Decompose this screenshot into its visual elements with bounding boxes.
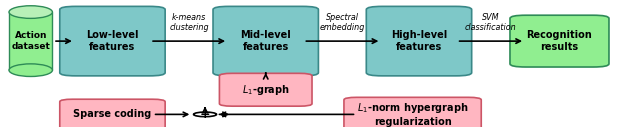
Text: k-means
clustering: k-means clustering [169, 13, 209, 32]
Text: Action
dataset: Action dataset [12, 31, 50, 51]
Text: SVM
classification: SVM classification [465, 13, 516, 32]
Circle shape [193, 112, 216, 117]
Text: Recognition
results: Recognition results [527, 30, 593, 52]
Text: +: + [200, 108, 211, 121]
Text: Mid-level
features: Mid-level features [241, 30, 291, 52]
FancyBboxPatch shape [213, 6, 319, 76]
Ellipse shape [9, 6, 52, 18]
FancyBboxPatch shape [366, 6, 472, 76]
Text: Low-level
features: Low-level features [86, 30, 139, 52]
FancyBboxPatch shape [344, 97, 481, 130]
FancyBboxPatch shape [510, 15, 609, 67]
FancyBboxPatch shape [60, 99, 165, 129]
Text: High-level
features: High-level features [391, 30, 447, 52]
Text: $L_1$-graph: $L_1$-graph [242, 83, 289, 97]
Ellipse shape [9, 64, 52, 76]
Text: $L_1$-norm hypergraph
regularization: $L_1$-norm hypergraph regularization [357, 101, 468, 126]
Text: Spectral
embedding: Spectral embedding [319, 13, 365, 32]
FancyBboxPatch shape [220, 73, 312, 106]
FancyBboxPatch shape [60, 6, 165, 76]
FancyBboxPatch shape [9, 12, 52, 70]
Text: Sparse coding: Sparse coding [74, 109, 152, 119]
